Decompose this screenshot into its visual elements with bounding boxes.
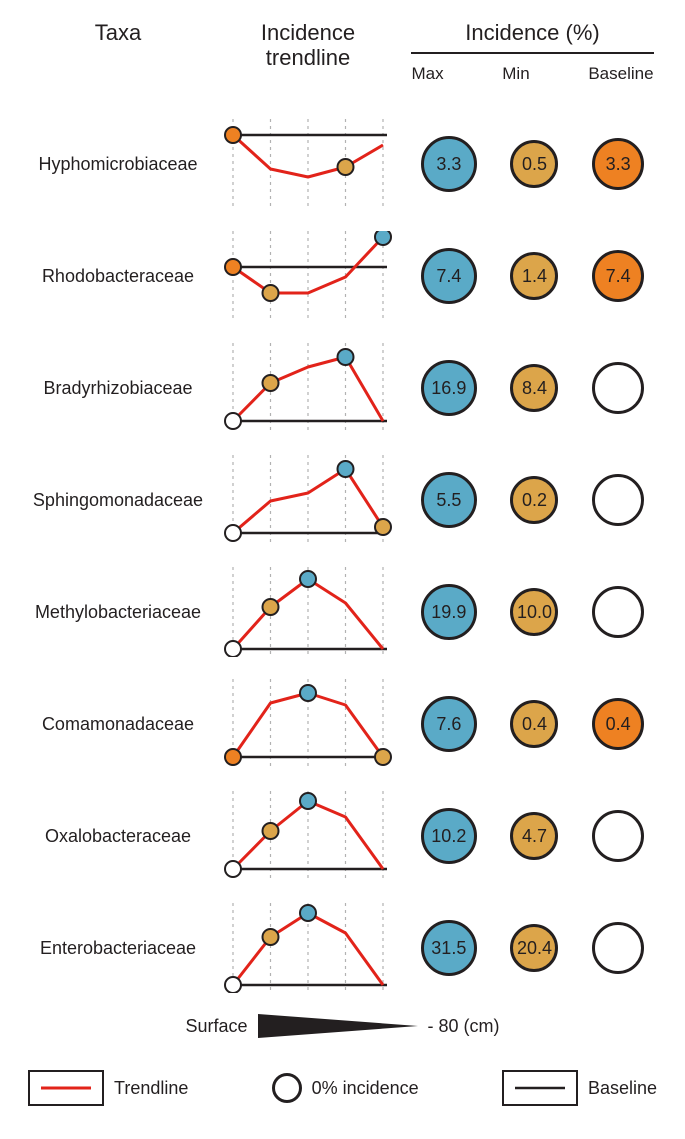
table-row: Methylobacteriaceae 19.9 10.0 [18,556,667,668]
incidence-cells: 7.6 0.4 0.4 [398,696,667,752]
sparkline-chart [223,343,393,433]
baseline-bubble [592,586,644,638]
sparkline-chart [223,119,393,209]
legend-baseline-label: Baseline [588,1078,657,1099]
table-row: Comamonadaceae 7.6 0.4 0.4 [18,668,667,780]
sparkline-cell [218,567,398,657]
taxa-label: Enterobacteriaceae [18,938,218,959]
table-row: Bradyrhizobiaceae 16.9 8.4 [18,332,667,444]
depth-right-label: - 80 (cm) [428,1016,500,1037]
min-bubble: 0.2 [510,476,558,524]
taxa-label: Rhodobacteraceae [18,266,218,287]
min-bubble: 20.4 [510,924,558,972]
min-bubble: 0.4 [510,700,558,748]
header-incidence-rule [411,52,653,54]
incidence-cells: 5.5 0.2 [398,472,667,528]
baseline-swatch [502,1070,578,1106]
incidence-cells: 7.4 1.4 7.4 [398,248,667,304]
subhead-max: Max [411,64,443,84]
sparkline-cell [218,119,398,209]
baseline-bubble: 7.4 [592,250,644,302]
sparkline-cell [218,903,398,993]
zero-incidence-swatch [272,1073,302,1103]
sparkline-chart [223,231,393,321]
baseline-bubble [592,474,644,526]
taxa-label: Methylobacteriaceae [18,602,218,623]
sparkline-chart [223,455,393,545]
min-bubble: 1.4 [510,252,558,300]
sparkline-cell [218,791,398,881]
sparkline-chart [223,791,393,881]
subhead-min: Min [502,64,529,84]
table-row: Rhodobacteraceae 7.4 1.4 7.4 [18,220,667,332]
incidence-cells: 10.2 4.7 [398,808,667,864]
max-bubble: 7.4 [421,248,477,304]
max-bubble: 19.9 [421,584,477,640]
header-taxa: Taxa [18,20,218,100]
sparkline-chart [223,567,393,657]
subhead-baseline: Baseline [588,64,653,84]
max-bubble: 10.2 [421,808,477,864]
max-bubble: 3.3 [421,136,477,192]
sparkline-cell [218,231,398,321]
taxa-label: Sphingomonadaceae [18,490,218,511]
header-incidence: Incidence (%) Max Min Baseline [398,20,667,100]
sparkline-chart [223,903,393,993]
max-bubble: 7.6 [421,696,477,752]
sparkline-cell [218,455,398,545]
taxa-label: Oxalobacteraceae [18,826,218,847]
incidence-cells: 31.5 20.4 [398,920,667,976]
min-bubble: 4.7 [510,812,558,860]
column-headers: Taxa Incidence trendline Incidence (%) M… [18,20,667,100]
depth-left-label: Surface [185,1016,247,1037]
legend: Trendline 0% incidence Baseline [18,1070,667,1106]
legend-zero-incidence: 0% incidence [272,1073,419,1103]
baseline-bubble: 0.4 [592,698,644,750]
incidence-subheaders: Max Min Baseline [411,64,653,84]
baseline-bubble [592,810,644,862]
header-trendline: Incidence trendline [218,20,398,100]
legend-zero-label: 0% incidence [312,1078,419,1099]
taxa-label: Hyphomicrobiaceae [18,154,218,175]
header-incidence-label: Incidence (%) [465,20,600,46]
rows-container: Hyphomicrobiaceae 3.3 0.5 3.3 Rhodobacterace… [18,108,667,1004]
baseline-bubble: 3.3 [592,138,644,190]
legend-trendline-label: Trendline [114,1078,188,1099]
min-bubble: 10.0 [510,588,558,636]
trendline-swatch [28,1070,104,1106]
max-bubble: 16.9 [421,360,477,416]
table-row: Hyphomicrobiaceae 3.3 0.5 3.3 [18,108,667,220]
depth-axis: Surface - 80 (cm) [18,1014,667,1038]
baseline-bubble [592,922,644,974]
baseline-bubble [592,362,644,414]
taxa-label: Comamonadaceae [18,714,218,735]
max-bubble: 5.5 [421,472,477,528]
sparkline-cell [218,343,398,433]
sparkline-chart [223,679,393,769]
figure-root: Taxa Incidence trendline Incidence (%) M… [0,0,685,1139]
depth-triangle-icon [258,1014,418,1038]
taxa-label: Bradyrhizobiaceae [18,378,218,399]
table-row: Oxalobacteraceae 10.2 4.7 [18,780,667,892]
incidence-cells: 16.9 8.4 [398,360,667,416]
incidence-cells: 19.9 10.0 [398,584,667,640]
max-bubble: 31.5 [421,920,477,976]
table-row: Enterobacteriaceae 31.5 20.4 [18,892,667,1004]
sparkline-cell [218,679,398,769]
min-bubble: 8.4 [510,364,558,412]
incidence-cells: 3.3 0.5 3.3 [398,136,667,192]
min-bubble: 0.5 [510,140,558,188]
legend-baseline: Baseline [502,1070,657,1106]
legend-trendline: Trendline [28,1070,188,1106]
table-row: Sphingomonadaceae 5.5 0.2 [18,444,667,556]
